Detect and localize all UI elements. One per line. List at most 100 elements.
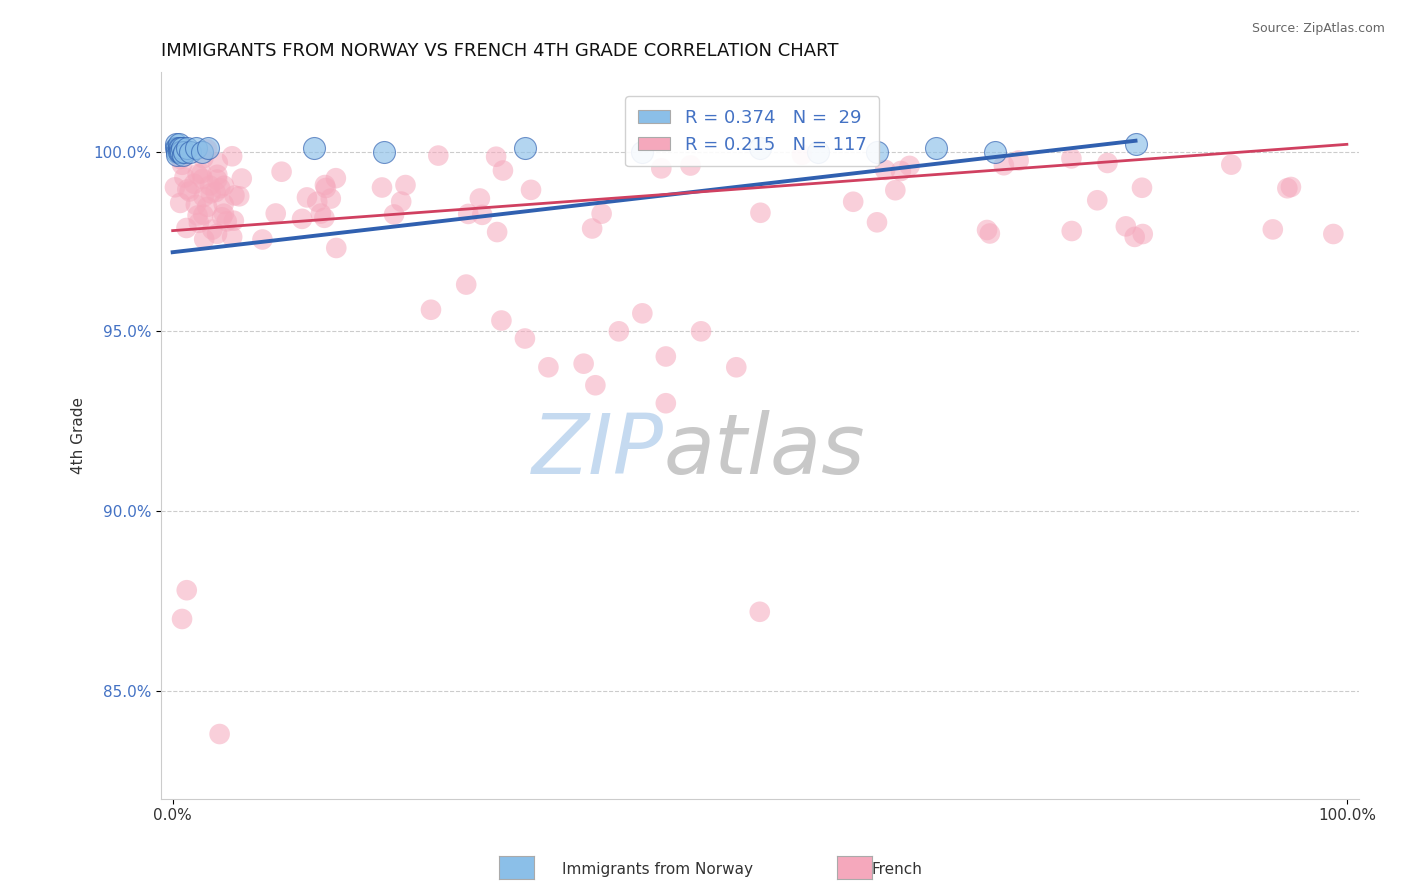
Point [198, 178, 221, 193]
Point [725, 360, 748, 375]
Point [993, 158, 1015, 172]
Point [167, 145, 190, 159]
Point [513, 141, 536, 155]
Point [193, 151, 215, 165]
Point [1115, 219, 1137, 234]
Point [191, 172, 214, 186]
Point [201, 222, 224, 236]
Point [205, 227, 228, 241]
Point [193, 232, 215, 246]
Point [215, 214, 238, 228]
Point [169, 195, 191, 210]
Point [193, 190, 215, 204]
Point [1085, 194, 1108, 208]
Point [224, 188, 246, 202]
Point [1060, 152, 1083, 166]
Point [166, 148, 188, 162]
Point [302, 141, 325, 155]
Point [866, 215, 889, 229]
Point [176, 221, 198, 235]
Point [222, 213, 245, 227]
Point [173, 170, 195, 185]
Point [183, 177, 205, 191]
Point [170, 141, 193, 155]
Point [655, 350, 678, 364]
Point [631, 145, 654, 159]
Point [491, 313, 513, 327]
Point [179, 145, 201, 159]
Point [690, 324, 713, 338]
Point [485, 150, 508, 164]
Text: Immigrants from Norway: Immigrants from Norway [562, 863, 754, 877]
Point [172, 158, 194, 172]
Point [748, 605, 770, 619]
Point [211, 211, 233, 225]
Point [591, 207, 613, 221]
Point [309, 206, 332, 220]
Point [983, 145, 1005, 159]
Point [655, 396, 678, 410]
Point [170, 612, 193, 626]
Point [195, 142, 218, 156]
Point [884, 183, 907, 197]
Point [890, 164, 912, 178]
Point [427, 148, 450, 162]
Point [307, 194, 329, 209]
Point [207, 168, 229, 182]
Point [456, 277, 478, 292]
Point [325, 171, 347, 186]
Point [1130, 180, 1153, 194]
Point [172, 148, 194, 162]
Point [184, 198, 207, 212]
Point [650, 161, 672, 176]
Point [187, 209, 209, 223]
Point [679, 159, 702, 173]
Point [749, 206, 772, 220]
Point [169, 141, 191, 155]
Legend: R = 0.374   N =  29, R = 0.215   N = 117: R = 0.374 N = 29, R = 0.215 N = 117 [626, 96, 879, 166]
Point [176, 182, 198, 196]
Point [187, 216, 209, 230]
Text: French: French [872, 863, 922, 877]
Point [1125, 137, 1147, 152]
Point [200, 186, 222, 201]
Point [979, 227, 1001, 241]
Point [169, 145, 191, 159]
Point [373, 145, 395, 159]
Point [1097, 156, 1119, 170]
Point [319, 192, 342, 206]
Point [807, 145, 830, 159]
Point [1322, 227, 1344, 241]
Point [471, 208, 494, 222]
Point [221, 149, 243, 163]
Point [270, 165, 292, 179]
Point [187, 167, 209, 181]
Point [1123, 230, 1146, 244]
Point [898, 159, 921, 173]
Point [204, 185, 226, 199]
Point [170, 145, 193, 159]
Point [457, 207, 479, 221]
Point [314, 211, 336, 225]
Point [167, 137, 190, 152]
Point [325, 241, 347, 255]
Point [520, 183, 543, 197]
Point [212, 207, 235, 221]
Y-axis label: 4th Grade: 4th Grade [72, 397, 86, 474]
Point [583, 378, 606, 392]
Point [1261, 222, 1284, 236]
Point [315, 181, 337, 195]
Point [314, 178, 336, 192]
Point [394, 178, 416, 192]
Point [486, 225, 509, 239]
Point [1279, 180, 1302, 194]
Point [209, 181, 232, 195]
Point [631, 306, 654, 320]
Point [166, 145, 188, 159]
Point [165, 137, 187, 152]
Point [173, 145, 195, 159]
Point [197, 141, 219, 155]
Point [748, 141, 770, 155]
Point [1132, 227, 1154, 241]
Point [166, 141, 188, 155]
